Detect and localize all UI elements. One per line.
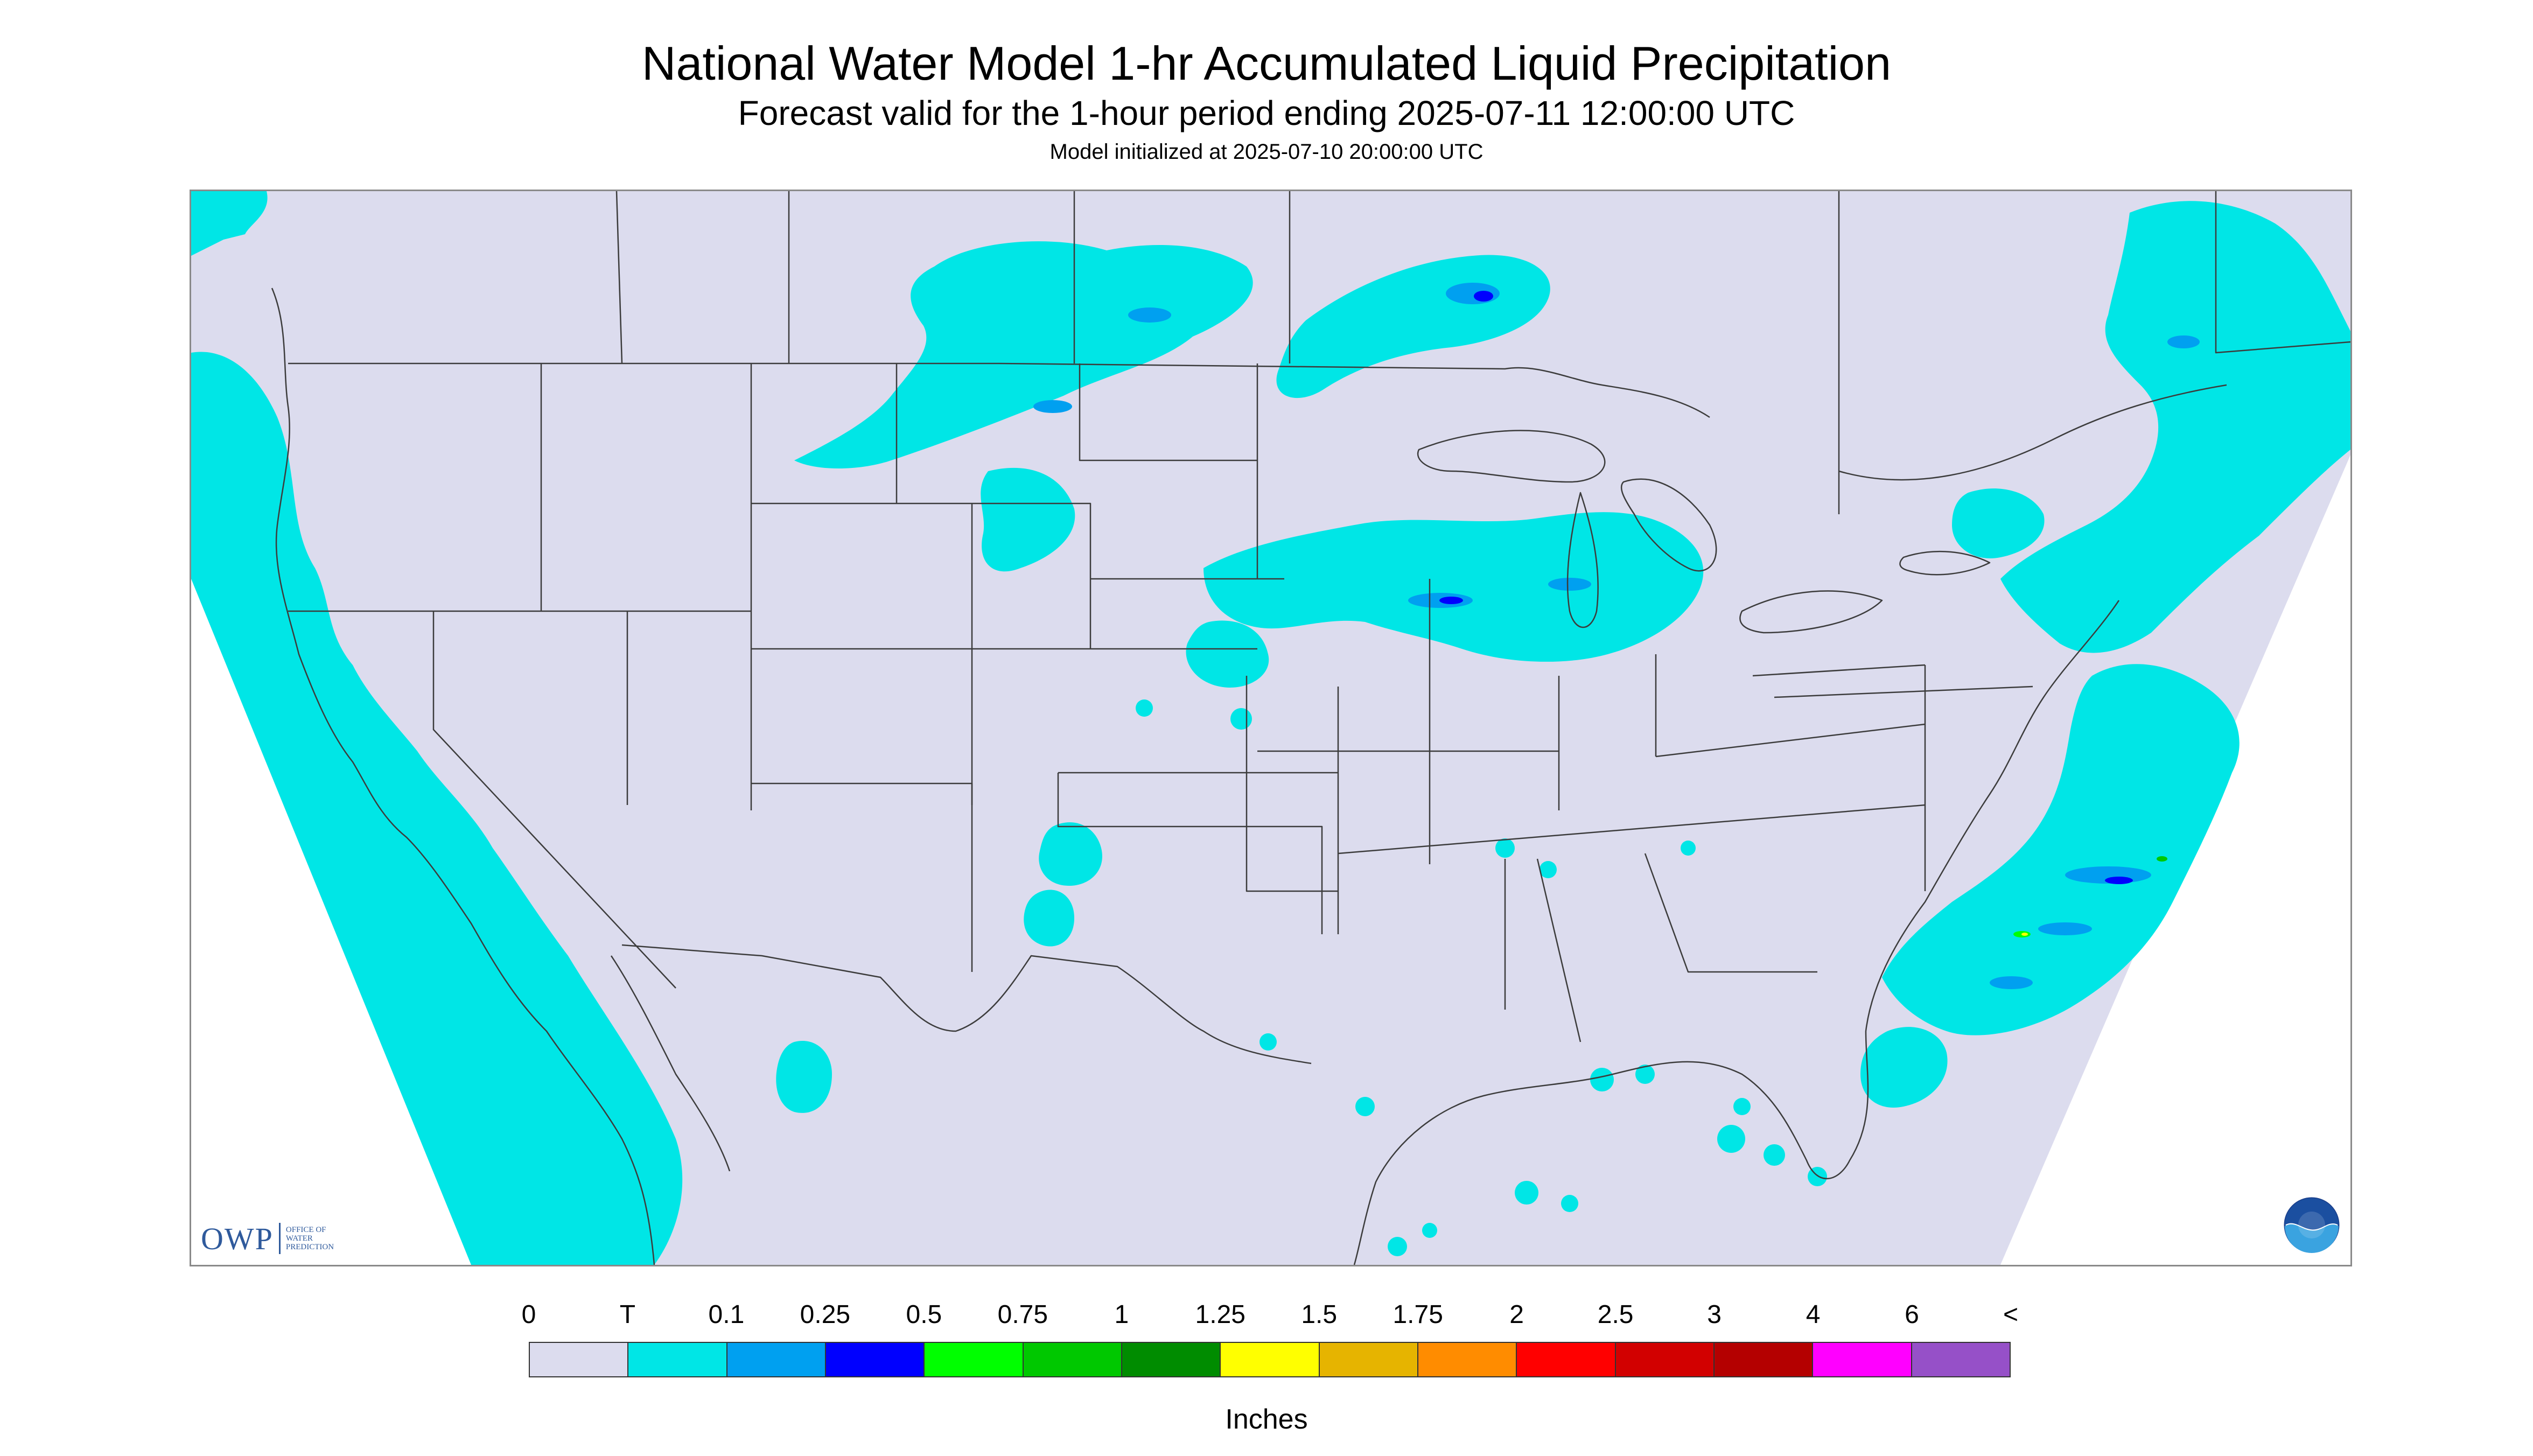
precipitation-map: OWP OFFICE OF WATER PREDICTION [190, 190, 2352, 1266]
legend-tick-label: T [619, 1300, 636, 1329]
atlantic-precip [1882, 664, 2240, 1035]
legend-colorbar [529, 1342, 2011, 1377]
owp-logo-line: WATER [285, 1234, 313, 1243]
legend-tick-label: 1.5 [1301, 1300, 1338, 1329]
legend-tick-label: 1.25 [1195, 1300, 1245, 1329]
precip-moderate-areas [1439, 291, 2133, 884]
legend-swatch [1319, 1343, 1418, 1376]
pacific-precip-north [191, 191, 268, 256]
legend-swatch [1517, 1343, 1616, 1376]
legend-tick-label: < [2003, 1300, 2019, 1329]
map-canvas [191, 191, 2350, 1265]
legend-tick-label: 0.25 [800, 1300, 851, 1329]
map-title: National Water Model 1-hr Accumulated Li… [641, 37, 1892, 90]
owp-logo-divider [278, 1223, 281, 1254]
atlantic-precip-south [1860, 1027, 1948, 1108]
legend-tick-label: 0.5 [906, 1300, 942, 1329]
legend-tick-label: 6 [1905, 1300, 1919, 1329]
new-mexico-precip [1024, 890, 1074, 947]
new-england-precip [1952, 488, 2045, 558]
legend-swatch [530, 1343, 629, 1376]
legend-swatch [727, 1343, 826, 1376]
mexico-precip [776, 1041, 832, 1113]
legend-swatch [1615, 1343, 1715, 1376]
noaa-logo [2284, 1197, 2340, 1253]
legend-swatch [628, 1343, 727, 1376]
legend-swatch [1221, 1343, 1320, 1376]
owp-logo-text: OFFICE OF WATER PREDICTION [286, 1226, 334, 1251]
owp-logo-line: PREDICTION [285, 1243, 334, 1251]
southern-plains-precip [1039, 822, 1102, 886]
legend-swatch [1418, 1343, 1517, 1376]
model-init-text: Model initialized at 2025-07-10 20:00:00… [1049, 140, 1484, 164]
legend-tick-label: 4 [1806, 1300, 1821, 1329]
precip-trace-areas [191, 191, 2350, 1265]
legend-swatch [1912, 1343, 2010, 1376]
legend-tick-label: 0.75 [997, 1300, 1048, 1329]
legend-tick-label: 3 [1707, 1300, 1722, 1329]
legend-tick-label: 2.5 [1597, 1300, 1634, 1329]
precip-heavy-areas [2013, 856, 2167, 937]
legend-tick-labels: 0 T 0.1 0.25 0.5 0.75 1 1.25 1.5 1.75 2 2.5 3 4 6 < [522, 1300, 2018, 1338]
legend-tick-label: 0.1 [708, 1300, 745, 1329]
forecast-valid-subtitle: Forecast valid for the 1-hour period end… [738, 94, 1795, 132]
owp-logo-mark: OWP [201, 1221, 274, 1256]
legend-swatch [925, 1343, 1024, 1376]
iowa-precip [1186, 620, 1269, 688]
dakotas-precip [981, 467, 1075, 572]
legend-tick-label: 1 [1114, 1300, 1129, 1329]
legend-units: Inches [1225, 1404, 1308, 1435]
boundaries [271, 191, 2350, 1265]
owp-logo-line: OFFICE OF [285, 1226, 326, 1234]
upper-midwest-precip [1203, 512, 1704, 662]
legend-tick-label: 1.75 [1393, 1300, 1443, 1329]
legend-swatch [1714, 1343, 1814, 1376]
legend-swatch [1023, 1343, 1122, 1376]
precip-light-areas [1033, 283, 2200, 989]
northern-plains-precip [794, 241, 1253, 468]
pacific-precip [191, 352, 683, 1265]
owp-logo: OWP OFFICE OF WATER PREDICTION [201, 1220, 334, 1257]
northeast-canada-precip [2000, 201, 2350, 653]
legend-tick-label: 0 [521, 1300, 536, 1329]
model-domain [191, 191, 2350, 1265]
legend-swatch [825, 1343, 925, 1376]
legend-swatch [1813, 1343, 1912, 1376]
legend-tick-label: 2 [1509, 1300, 1524, 1329]
precipitation-legend: 0 T 0.1 0.25 0.5 0.75 1 1.25 1.5 1.75 2 2.5 3 4 6 < [522, 1300, 2018, 1377]
legend-swatch [1122, 1343, 1221, 1376]
